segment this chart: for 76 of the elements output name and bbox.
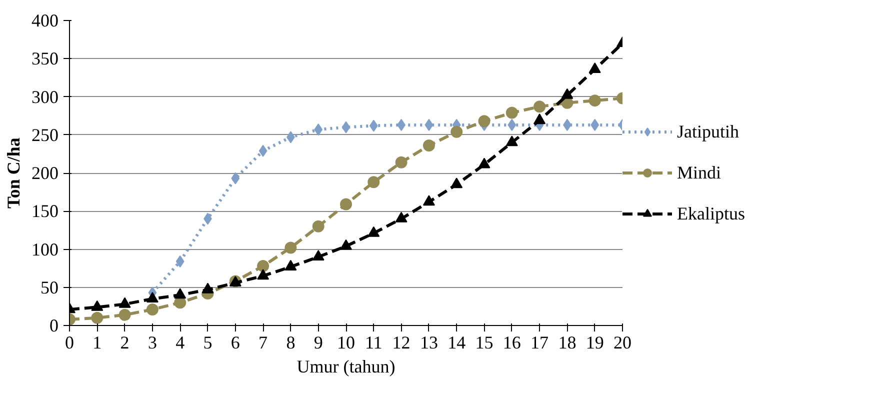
x-tick-label: 20 bbox=[614, 332, 632, 352]
point bbox=[146, 292, 158, 302]
y-tick-label: 50 bbox=[40, 277, 58, 298]
point bbox=[284, 260, 297, 270]
point bbox=[91, 300, 104, 311]
point bbox=[314, 124, 323, 136]
point bbox=[450, 126, 463, 138]
point bbox=[231, 172, 240, 184]
y-tick-label: 250 bbox=[32, 124, 58, 145]
point bbox=[478, 158, 490, 168]
y-tick-label: 150 bbox=[32, 201, 58, 222]
x-tick-label: 3 bbox=[148, 332, 157, 352]
x-tick-label: 18 bbox=[558, 332, 576, 352]
x-tick-label: 14 bbox=[448, 332, 466, 352]
point bbox=[561, 88, 574, 99]
x-tick-label: 17 bbox=[530, 332, 549, 352]
point bbox=[508, 118, 516, 131]
point bbox=[422, 140, 435, 152]
x-tick-label: 7 bbox=[258, 332, 268, 352]
point bbox=[91, 312, 104, 324]
x-tick-label: 12 bbox=[392, 332, 410, 352]
point bbox=[368, 226, 380, 237]
point bbox=[284, 242, 297, 254]
x-tick-label: 11 bbox=[364, 332, 382, 352]
x-tick-label: 10 bbox=[337, 332, 355, 352]
point bbox=[118, 297, 131, 308]
point bbox=[257, 260, 270, 272]
x-tick-label: 2 bbox=[120, 332, 130, 352]
point bbox=[424, 118, 434, 131]
x-tick-label: 15 bbox=[475, 332, 494, 352]
point bbox=[534, 114, 546, 124]
x-tick-label: 19 bbox=[586, 332, 604, 352]
x-tick-label: 4 bbox=[176, 332, 185, 352]
point bbox=[369, 120, 378, 132]
point bbox=[118, 308, 131, 321]
x-tick-label: 1 bbox=[92, 332, 102, 352]
point bbox=[506, 106, 518, 119]
x-tick-label: 16 bbox=[502, 332, 521, 352]
x-tick-label: 6 bbox=[230, 332, 240, 352]
point bbox=[340, 198, 352, 210]
point bbox=[534, 100, 546, 113]
point bbox=[340, 239, 352, 250]
x-tick-label: 13 bbox=[420, 332, 438, 352]
y-tick-label: 100 bbox=[32, 239, 58, 260]
legend-label: Ekaliptus bbox=[677, 203, 745, 224]
y-tick-label: 400 bbox=[32, 10, 58, 30]
point bbox=[342, 121, 350, 134]
x-tick-label: 5 bbox=[203, 332, 212, 352]
point bbox=[174, 288, 186, 299]
legend-label: Mindi bbox=[677, 162, 722, 183]
point bbox=[176, 255, 184, 268]
x-tick-label: 9 bbox=[314, 332, 323, 352]
point bbox=[258, 144, 268, 157]
point bbox=[312, 250, 324, 261]
point bbox=[422, 195, 435, 206]
x-axis-title: Umur (tahun) bbox=[296, 356, 396, 376]
point bbox=[312, 220, 324, 232]
point bbox=[257, 269, 270, 280]
point bbox=[450, 178, 463, 188]
x-tick-label: 0 bbox=[65, 332, 74, 352]
y-axis-title: Ton C/ha bbox=[4, 138, 24, 208]
point bbox=[588, 94, 601, 107]
y-tick-label: 200 bbox=[32, 163, 58, 183]
point bbox=[478, 115, 490, 128]
y-tick-label: 300 bbox=[32, 86, 58, 107]
point bbox=[146, 304, 158, 316]
y-tick-label: 350 bbox=[32, 48, 58, 69]
point bbox=[395, 156, 408, 168]
point bbox=[395, 212, 408, 222]
point bbox=[368, 176, 380, 188]
point bbox=[506, 136, 518, 146]
point bbox=[202, 282, 214, 294]
y-tick-label: 0 bbox=[50, 316, 58, 336]
legend-label: Jatiputih bbox=[677, 121, 739, 142]
point bbox=[590, 118, 600, 131]
x-tick-label: 8 bbox=[286, 332, 296, 352]
